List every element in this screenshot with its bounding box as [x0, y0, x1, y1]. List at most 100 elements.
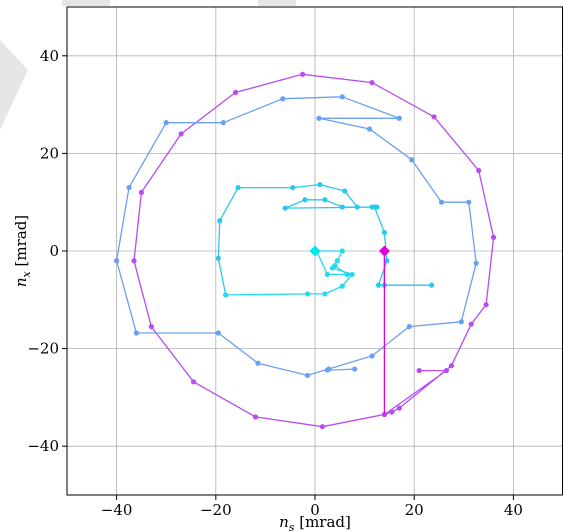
data-point	[324, 271, 330, 278]
y-tick-label: 0	[49, 242, 59, 260]
data-point	[389, 409, 395, 415]
data-point	[223, 292, 229, 298]
y-axis-label: nx [mrad]	[12, 215, 33, 287]
data-point	[280, 96, 286, 102]
left-wedge-decoration	[0, 40, 28, 130]
data-point	[131, 258, 137, 264]
data-point	[322, 197, 328, 203]
data-point	[448, 363, 454, 369]
data-point	[438, 199, 445, 205]
data-point	[396, 115, 402, 121]
data-point	[428, 282, 435, 288]
x-tick-label: 20	[405, 501, 424, 519]
data-point	[431, 114, 437, 120]
x-axis-label: ns [mrad]	[279, 513, 351, 531]
data-point	[406, 324, 412, 330]
y-tick-label: 20	[40, 144, 59, 162]
data-point	[416, 367, 422, 374]
y-axis-label-main: n	[12, 277, 30, 287]
data-point	[490, 234, 497, 240]
data-point	[217, 218, 223, 224]
series-layer	[114, 71, 497, 430]
y-axis-label-unit: [mrad]	[12, 215, 30, 271]
data-point	[326, 366, 332, 372]
data-point	[334, 258, 340, 264]
data-point	[322, 291, 328, 297]
data-point	[473, 260, 479, 266]
x-tick-label: 40	[504, 501, 523, 519]
data-point	[443, 367, 450, 374]
data-point	[126, 184, 132, 191]
data-point	[339, 94, 345, 100]
data-point	[371, 204, 378, 210]
data-point	[369, 80, 375, 86]
x-tick-label: −20	[200, 501, 232, 519]
data-point	[133, 330, 140, 336]
data-point	[332, 263, 338, 269]
data-point	[375, 282, 382, 288]
data-point	[354, 204, 360, 210]
data-point	[300, 71, 306, 77]
x-axis-label-sub: s	[289, 521, 295, 531]
data-point	[483, 302, 489, 308]
data-point	[215, 330, 221, 336]
data-point	[235, 184, 241, 191]
data-point	[366, 126, 373, 132]
data-point	[381, 229, 388, 236]
x-tick-label: 0	[310, 501, 320, 519]
series-line	[115, 96, 477, 377]
series-line	[133, 73, 495, 428]
data-point	[252, 414, 259, 420]
data-point	[148, 324, 154, 330]
y-tick-label: 40	[40, 47, 59, 65]
data-point	[384, 258, 390, 264]
data-point	[468, 321, 474, 327]
data-point	[282, 205, 288, 211]
data-point	[163, 120, 169, 126]
data-point	[215, 255, 221, 261]
data-point	[342, 188, 348, 194]
x-axis-ticks: −40 −20 0 20 40	[101, 495, 523, 519]
data-point	[466, 199, 472, 205]
data-point	[339, 283, 345, 289]
top-bar-decoration-1	[62, 0, 110, 6]
data-point	[255, 360, 261, 366]
y-tick-label: −40	[27, 437, 59, 455]
top-bar-decoration-2	[258, 0, 296, 6]
series-line	[326, 368, 355, 371]
x-axis-label-main: n	[279, 513, 289, 531]
start-marker	[309, 245, 321, 257]
series-line	[225, 250, 353, 296]
data-point	[352, 366, 358, 372]
data-point	[114, 258, 120, 264]
data-point	[319, 424, 326, 430]
data-point	[317, 182, 323, 188]
data-point	[190, 379, 197, 385]
data-point	[476, 167, 482, 174]
data-point	[138, 189, 144, 196]
y-axis-ticks: −40 −20 0 20 40	[27, 47, 67, 455]
data-point	[233, 89, 239, 95]
data-point	[178, 131, 184, 137]
end-marker	[378, 245, 390, 257]
data-point	[458, 319, 464, 325]
data-point	[302, 197, 308, 203]
data-point	[344, 271, 350, 278]
data-point	[396, 405, 402, 411]
data-point	[220, 120, 226, 126]
data-point	[409, 157, 415, 163]
data-point	[339, 204, 345, 210]
data-point	[304, 372, 311, 379]
marker-layer	[309, 245, 390, 257]
x-tick-label: −40	[101, 501, 133, 519]
data-point	[369, 353, 375, 359]
data-point	[349, 271, 355, 278]
y-tick-label: −20	[27, 340, 59, 358]
data-point	[339, 248, 345, 254]
x-axis-label-unit: [mrad]	[294, 513, 350, 531]
data-point	[304, 291, 311, 297]
y-axis-label-sub: x	[20, 270, 33, 277]
data-point	[290, 184, 296, 191]
